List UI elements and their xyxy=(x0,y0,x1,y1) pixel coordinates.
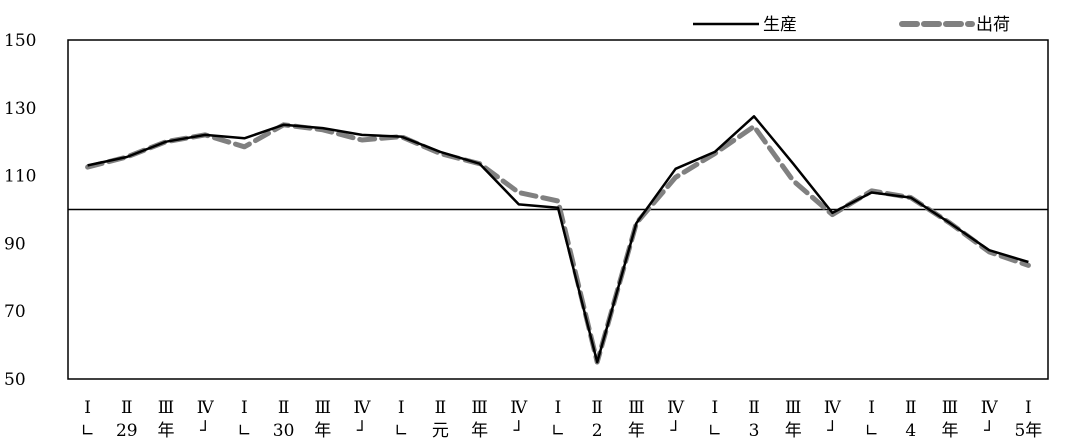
y-tick-label: 110 xyxy=(4,167,36,187)
x-tick-label: Ⅳ xyxy=(981,398,999,418)
x-tick-label: Ⅳ xyxy=(197,398,215,418)
y-tick-label: 90 xyxy=(4,234,26,254)
x-year-label: ∟ xyxy=(864,421,878,440)
x-tick-label: Ⅱ xyxy=(435,398,447,418)
x-year-label: ∟ xyxy=(80,421,94,440)
x-tick-label: Ⅲ xyxy=(785,398,801,418)
y-tick-label: 130 xyxy=(4,99,36,119)
x-year-label: ∟ xyxy=(237,421,251,440)
x-tick-label: Ⅰ xyxy=(868,398,875,418)
y-tick-label: 150 xyxy=(4,31,36,51)
x-year-label: ∟ xyxy=(394,421,408,440)
x-tick-label: Ⅰ xyxy=(711,398,718,418)
x-tick-label: Ⅰ xyxy=(398,398,405,418)
x-tick-label: Ⅰ xyxy=(84,398,91,418)
x-tick-label: Ⅲ xyxy=(471,398,487,418)
x-year-label: 年 xyxy=(314,421,331,440)
x-tick-label: Ⅰ xyxy=(241,398,248,418)
x-tick-label: Ⅲ xyxy=(158,398,174,418)
x-axis-ticks: Ⅰ∟Ⅱ29Ⅲ年Ⅳ┘Ⅰ∟Ⅱ30Ⅲ年Ⅳ┘Ⅰ∟Ⅱ元Ⅲ年Ⅳ┘Ⅰ∟Ⅱ2Ⅲ年Ⅳ┘Ⅰ∟Ⅱ3Ⅲ年… xyxy=(80,398,1042,440)
y-tick-label: 70 xyxy=(4,302,26,322)
x-tick-label: Ⅱ xyxy=(905,398,917,418)
x-tick-label: Ⅳ xyxy=(354,398,372,418)
x-year-label: ┘ xyxy=(826,420,837,440)
x-year-label: ┘ xyxy=(356,420,367,440)
x-year-label: ┘ xyxy=(983,420,994,440)
x-tick-label: Ⅱ xyxy=(278,398,290,418)
legend: 生産 出荷 xyxy=(693,15,1010,35)
legend-label-production: 生産 xyxy=(763,15,797,35)
x-tick-label: Ⅳ xyxy=(510,398,528,418)
x-year-label: 年 xyxy=(628,421,645,440)
x-tick-label: Ⅳ xyxy=(667,398,685,418)
x-year-label: 29 xyxy=(116,421,138,440)
y-tick-label: 50 xyxy=(4,370,26,390)
x-tick-label: Ⅱ xyxy=(121,398,133,418)
x-tick-label: Ⅰ xyxy=(555,398,562,418)
series-line-production xyxy=(87,115,1029,364)
legend-label-shipments: 出荷 xyxy=(976,15,1010,35)
x-year-label: 30 xyxy=(273,421,295,440)
x-year-label: 2 xyxy=(592,421,603,440)
x-tick-label: Ⅳ xyxy=(824,398,842,418)
x-year-label: ┘ xyxy=(199,420,210,440)
y-axis-ticks: 50 70 90 110 130 150 xyxy=(4,31,36,390)
x-year-label: 年 xyxy=(158,421,175,440)
series-line-shipments xyxy=(85,122,1031,365)
x-year-label: ∟ xyxy=(708,421,722,440)
x-tick-label: Ⅱ xyxy=(591,398,603,418)
series-lines xyxy=(85,115,1031,365)
x-year-label: 元 xyxy=(432,421,449,440)
x-tick-label: Ⅲ xyxy=(942,398,958,418)
x-year-label: 3 xyxy=(749,421,760,440)
x-year-label: 年 xyxy=(942,421,959,440)
x-year-label: 年 xyxy=(471,421,488,440)
x-tick-label: Ⅲ xyxy=(628,398,644,418)
x-tick-label: Ⅰ xyxy=(1025,398,1032,418)
x-year-label: 年 xyxy=(785,421,802,440)
x-year-label: 5年 xyxy=(1014,421,1042,440)
x-tick-label: Ⅱ xyxy=(748,398,760,418)
x-year-label: ┘ xyxy=(669,420,680,440)
x-tick-label: Ⅲ xyxy=(315,398,331,418)
x-year-label: 4 xyxy=(905,421,916,440)
x-year-label: ∟ xyxy=(551,421,565,440)
x-year-label: ┘ xyxy=(513,420,524,440)
